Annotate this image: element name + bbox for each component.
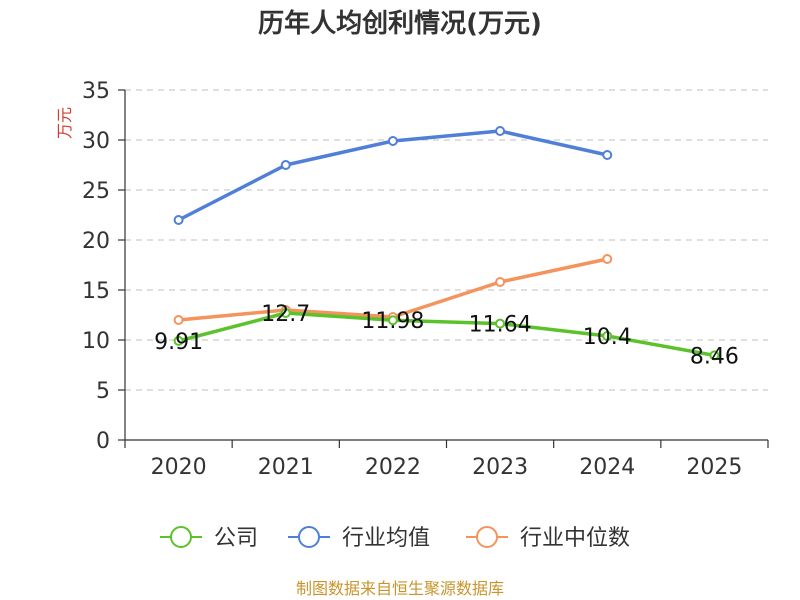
y-tick-label: 5	[96, 379, 110, 404]
y-tick-label: 15	[82, 279, 110, 304]
y-axis-label: 万元	[55, 107, 74, 139]
chart-title: 历年人均创利情况(万元)	[258, 8, 542, 39]
data-point	[173, 315, 184, 325]
data-label: 10.4	[583, 325, 632, 350]
x-tick-label: 2022	[365, 455, 421, 480]
data-point	[387, 136, 398, 146]
legend-marker	[298, 526, 320, 548]
data-label: 11.64	[469, 313, 532, 338]
data-label: 11.98	[361, 309, 424, 334]
x-tick-label: 2020	[151, 455, 207, 480]
data-point	[602, 150, 613, 160]
data-label: 9.91	[154, 330, 203, 355]
x-tick-label: 2025	[686, 455, 742, 480]
y-tick-label: 20	[82, 229, 110, 254]
data-point	[280, 160, 291, 170]
data-point	[495, 277, 506, 287]
x-tick-label: 2023	[472, 455, 528, 480]
x-tick-label: 2021	[258, 455, 314, 480]
series-group	[173, 126, 720, 361]
data-point	[495, 318, 506, 329]
data-point	[280, 308, 291, 318]
data-point	[495, 126, 506, 136]
data-point	[173, 335, 184, 346]
data-labels: 9.91 12.7 11.98 11.64 10.4 8.46	[154, 302, 739, 369]
y-tick-label: 10	[82, 329, 110, 354]
y-tick-label: 30	[82, 129, 110, 154]
data-point	[387, 315, 398, 326]
legend-marker	[476, 526, 498, 548]
y-tick-label: 0	[96, 429, 110, 454]
legend-marker	[170, 526, 192, 548]
legend: 公司 行业均值 行业中位数	[160, 526, 630, 551]
legend-label: 行业中位数	[520, 526, 630, 551]
data-label: 8.46	[690, 344, 739, 369]
grid	[125, 89, 768, 391]
legend-label: 行业均值	[342, 526, 430, 551]
data-point	[173, 215, 184, 225]
data-label: 12.7	[261, 302, 310, 327]
series-line-0	[176, 311, 717, 358]
data-point	[709, 350, 720, 361]
x-tick-label: 2024	[579, 455, 635, 480]
y-tick-label: 25	[82, 179, 110, 204]
y-tick-label: 35	[82, 79, 110, 104]
source-note: 制图数据来自恒生聚源数据库	[296, 579, 504, 598]
legend-label: 公司	[214, 526, 258, 551]
data-point	[602, 254, 613, 264]
data-point	[602, 331, 613, 341]
